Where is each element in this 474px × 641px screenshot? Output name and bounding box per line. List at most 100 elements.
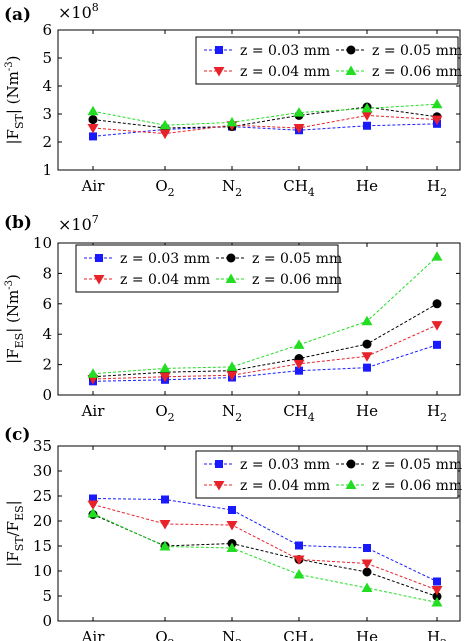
panel-label: (b) bbox=[4, 213, 32, 233]
data-point bbox=[159, 129, 171, 140]
data-point bbox=[87, 500, 99, 510]
legend-label: z = 0.03 mm bbox=[240, 457, 330, 473]
data-point bbox=[433, 340, 441, 349]
series-z-0-03-mm bbox=[89, 494, 441, 586]
x-tick-label: O2 bbox=[155, 402, 174, 424]
series-z-0-05-mm bbox=[88, 510, 442, 601]
data-point bbox=[87, 368, 99, 378]
legend-box bbox=[195, 36, 459, 85]
legend-box bbox=[195, 450, 459, 499]
data-point bbox=[362, 339, 372, 349]
chart-panel-1: 1 2 3 4 5 6 Air O2 N2 CH4 He H2 z = 0.03 mm z = 0.05 … bbox=[4, 1, 462, 199]
data-point bbox=[431, 115, 443, 126]
y-tick-label: 10 bbox=[33, 234, 52, 252]
data-point bbox=[88, 115, 98, 125]
series-line bbox=[92, 514, 438, 597]
legend-marker bbox=[213, 67, 225, 77]
x-tick-label: O2 bbox=[155, 177, 174, 199]
data-point bbox=[293, 339, 305, 349]
series-line bbox=[92, 256, 438, 375]
data-point bbox=[431, 251, 443, 261]
data-point bbox=[87, 124, 99, 134]
data-point bbox=[226, 542, 238, 552]
data-point bbox=[87, 105, 99, 116]
data-point bbox=[433, 577, 441, 586]
plot-frame bbox=[57, 242, 461, 396]
data-point bbox=[431, 597, 443, 607]
data-point bbox=[159, 372, 171, 383]
data-point bbox=[431, 586, 443, 596]
legend-label: z = 0.05 mm bbox=[372, 43, 462, 59]
y-tick-label: 35 bbox=[33, 437, 52, 455]
x-tick-label: Air bbox=[81, 402, 106, 420]
data-point bbox=[361, 352, 373, 362]
plot-frame bbox=[57, 29, 461, 171]
legend-label: z = 0.05 mm bbox=[252, 251, 342, 267]
data-point bbox=[361, 559, 373, 569]
data-point bbox=[87, 508, 99, 518]
y-tick-label: 2 bbox=[42, 133, 52, 151]
series-z-0-03-mm bbox=[89, 340, 441, 386]
data-point bbox=[363, 121, 371, 130]
series-line bbox=[92, 513, 438, 603]
series-z-0-06-mm bbox=[87, 508, 443, 607]
legend-label: z = 0.06 mm bbox=[372, 64, 462, 80]
legend-marker bbox=[346, 459, 356, 469]
legend-marker bbox=[213, 481, 225, 491]
y-tick-label: 3 bbox=[42, 105, 52, 123]
x-tick-label: CH4 bbox=[283, 628, 315, 641]
data-point bbox=[159, 119, 171, 130]
y-tick-label: 4 bbox=[42, 325, 52, 343]
legend-label: z = 0.06 mm bbox=[372, 478, 462, 494]
series-z-0-03-mm bbox=[89, 119, 441, 141]
legend-label: z = 0.04 mm bbox=[120, 272, 210, 288]
plot-frame bbox=[57, 445, 461, 622]
x-tick-label: N2 bbox=[222, 628, 242, 641]
x-tick-label: N2 bbox=[222, 402, 242, 424]
panel-label: (c) bbox=[4, 425, 30, 445]
data-point bbox=[431, 321, 443, 331]
data-point bbox=[293, 124, 305, 134]
data-point bbox=[363, 544, 371, 552]
series-z-0-06-mm bbox=[87, 251, 443, 378]
x-tick-label: Air bbox=[81, 177, 106, 195]
legend-marker bbox=[215, 460, 223, 468]
data-point bbox=[226, 116, 238, 127]
legend-marker bbox=[95, 254, 103, 262]
y-tick-label: 15 bbox=[33, 537, 52, 555]
legend-marker bbox=[345, 65, 357, 75]
data-point bbox=[363, 363, 371, 372]
legend-marker bbox=[225, 273, 237, 283]
x-tick-label: H2 bbox=[427, 628, 447, 641]
data-point bbox=[293, 569, 305, 579]
series-line bbox=[92, 504, 438, 591]
chart-panel-3: 05101520253035AirO2N2CH4HeH2z = 0.03 mmz… bbox=[4, 425, 462, 641]
legend-marker bbox=[93, 275, 105, 285]
y-tick-label: 25 bbox=[33, 487, 52, 505]
y-tick-label: 10 bbox=[33, 562, 52, 580]
series-line bbox=[92, 498, 438, 582]
chart-panel-2: 0 2 4 6 8 10 Air O2 N2 CH4 He H2 z = 0.03 mm z = 0.05… bbox=[4, 213, 461, 424]
series-line bbox=[92, 344, 438, 382]
x-tick-label: H2 bbox=[427, 177, 447, 199]
data-point bbox=[159, 362, 171, 373]
data-point bbox=[161, 495, 169, 504]
data-point bbox=[361, 315, 373, 326]
data-point bbox=[89, 494, 97, 503]
y-tick-label: 6 bbox=[42, 295, 52, 313]
x-tick-label: He bbox=[356, 177, 378, 195]
data-point bbox=[293, 107, 305, 117]
legend-label: z = 0.04 mm bbox=[240, 64, 330, 80]
data-point bbox=[362, 567, 372, 577]
data-point bbox=[226, 361, 238, 371]
y-axis-label: |FES| (Nm-3) bbox=[4, 274, 26, 364]
legend-marker bbox=[215, 46, 223, 54]
legend-marker bbox=[346, 45, 356, 55]
data-point bbox=[432, 299, 442, 309]
y-tick-label: 2 bbox=[42, 356, 52, 374]
y-tick-label: 5 bbox=[42, 587, 52, 605]
legend-marker bbox=[345, 479, 357, 489]
data-point bbox=[361, 582, 373, 592]
data-point bbox=[89, 132, 97, 141]
